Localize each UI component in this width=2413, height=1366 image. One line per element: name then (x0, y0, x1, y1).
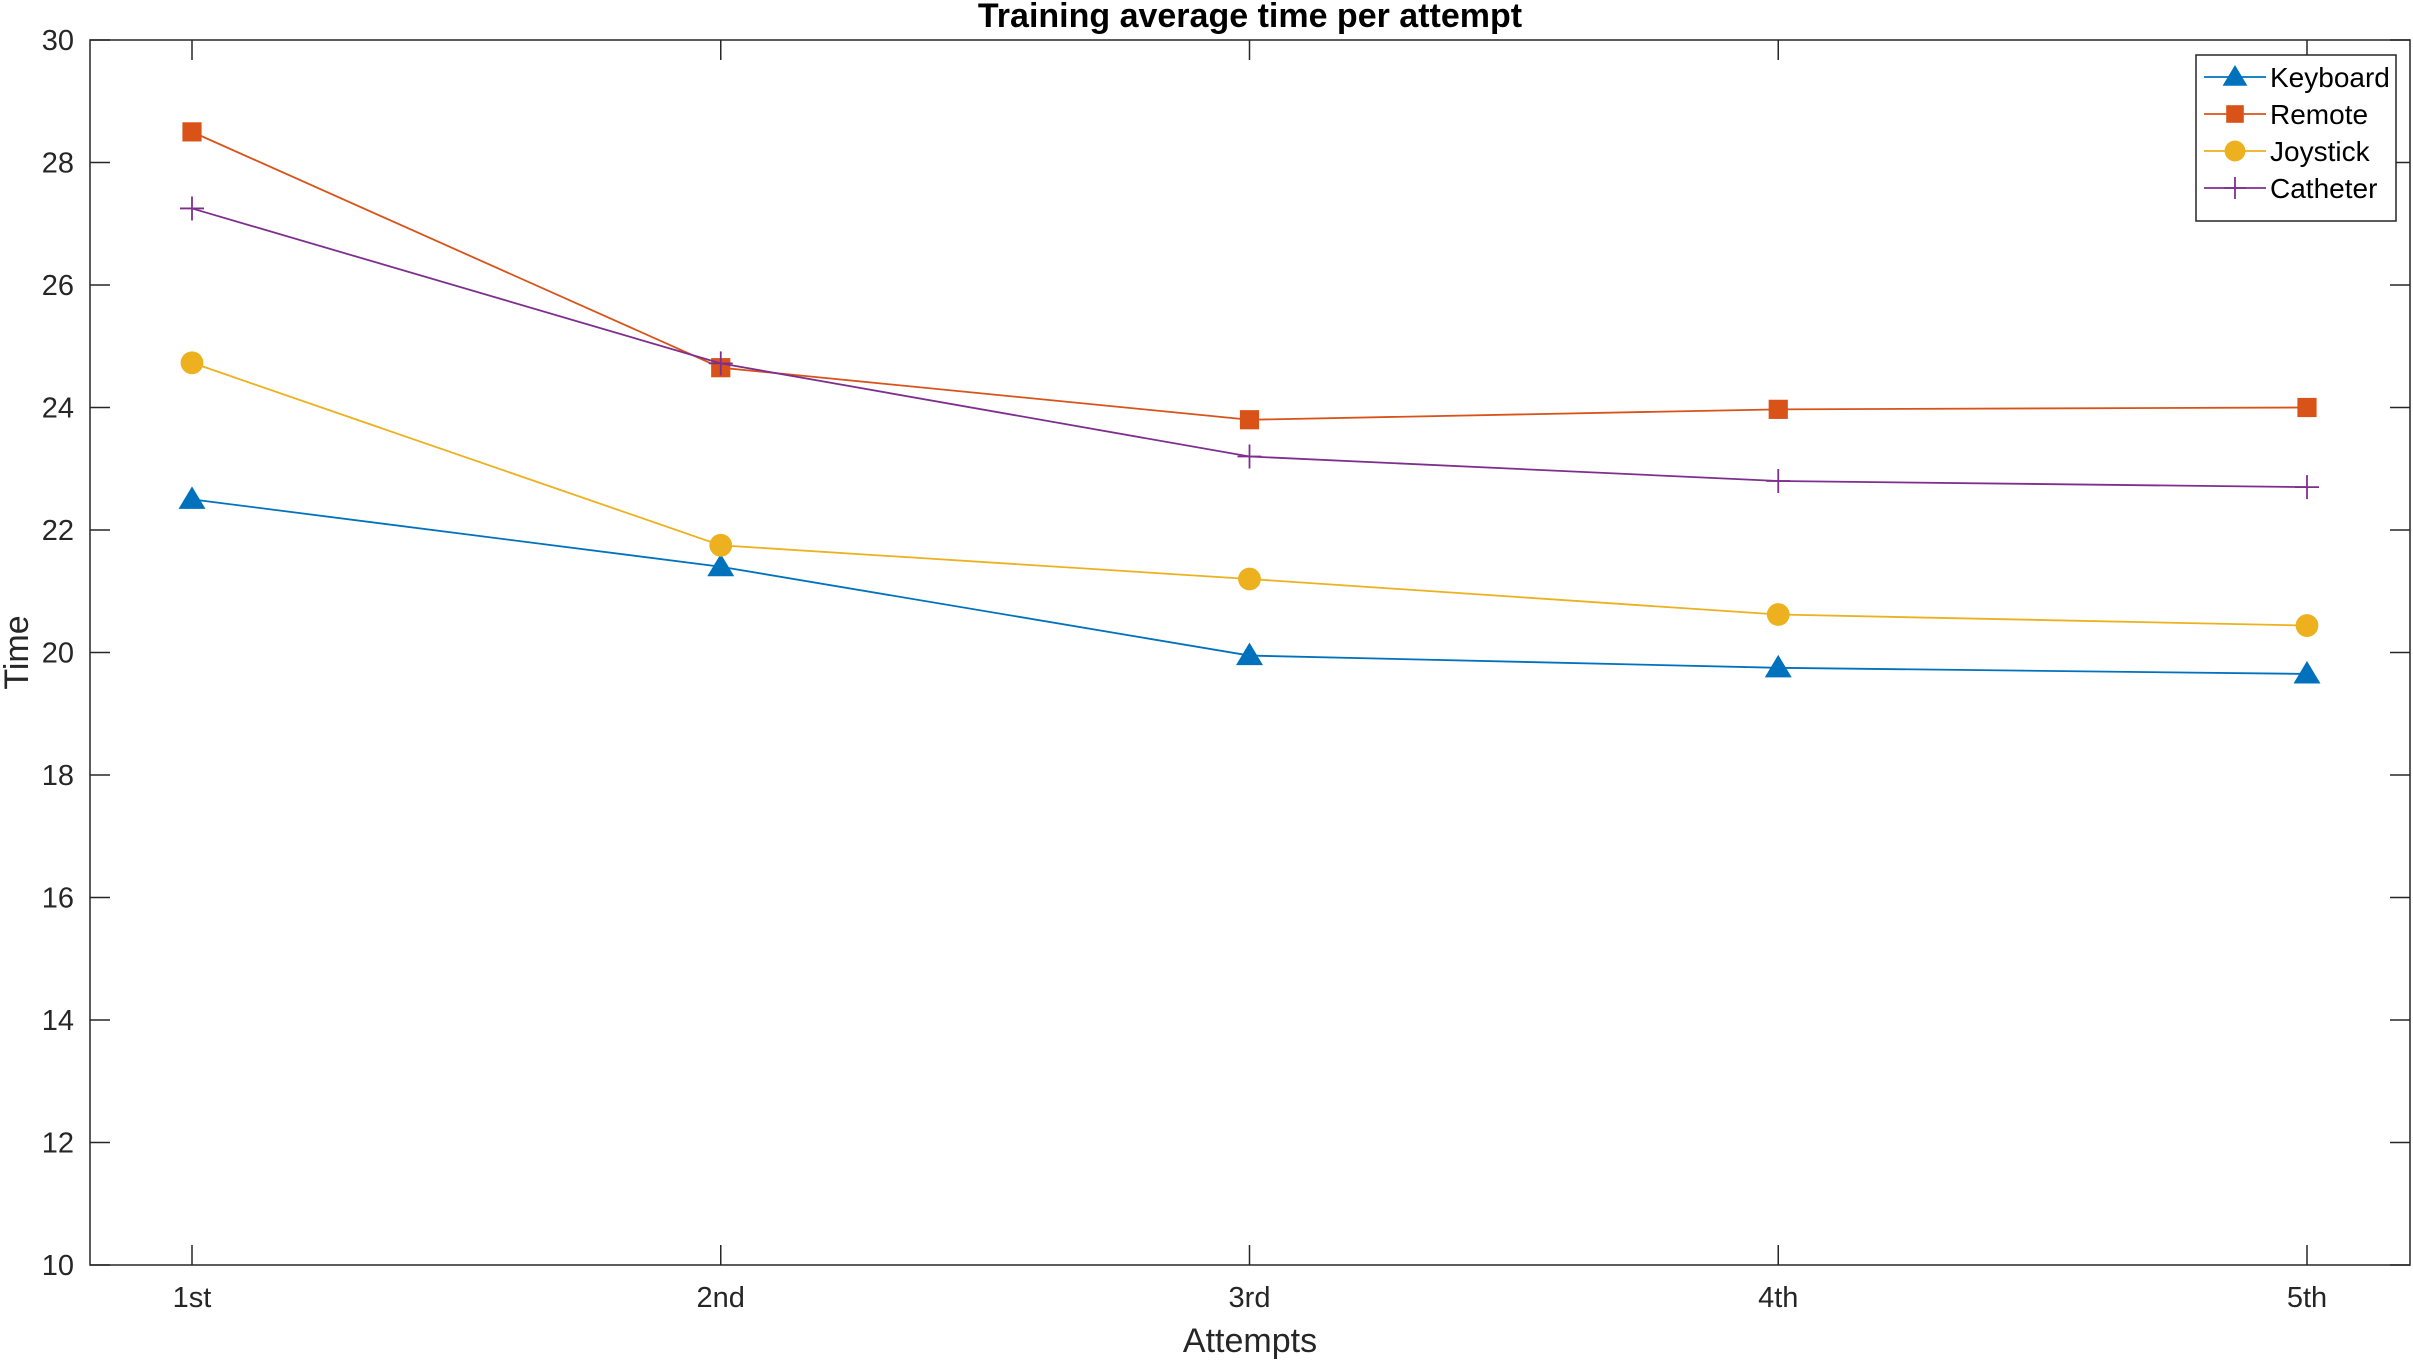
marker-circle (1766, 603, 1790, 626)
legend-item-joystick: Joystick (2204, 136, 2371, 167)
legend-item-remote: Remote (2204, 99, 2368, 130)
y-tick-label: 20 (42, 638, 74, 670)
y-tick-label: 16 (42, 883, 74, 915)
x-tick-label: 5th (2287, 1282, 2327, 1314)
data-point-keyboard (707, 553, 735, 577)
marker-circle (2295, 614, 2319, 637)
data-point-keyboard (2293, 660, 2321, 684)
marker-square (1768, 399, 1788, 419)
y-tick-label: 24 (42, 393, 74, 425)
marker-square (2297, 397, 2317, 418)
data-point-catheter (1766, 469, 1791, 493)
marker-circle (2224, 140, 2246, 162)
data-point-remote (1768, 399, 1788, 419)
x-tick-label: 3rd (1229, 1282, 1271, 1314)
x-axis-title: Attempts (1183, 1322, 1317, 1360)
axes: 10 12 14 16 18 20 22 24 26 28 30 1st 2nd 3rd 4th 5th (42, 25, 2411, 1314)
data-point-catheter (1237, 444, 1262, 469)
marker-square (182, 122, 202, 142)
y-tick-label: 10 (42, 1250, 74, 1282)
chart-title: Training average time per attempt (978, 0, 1522, 35)
data-point-joystick (1766, 603, 1790, 626)
x-tick-label: 2nd (697, 1282, 745, 1314)
marker-circle (1238, 567, 1261, 591)
x-tick-label: 1st (173, 1282, 212, 1314)
y-tick-label: 22 (42, 515, 74, 547)
legend-label: Keyboard (2270, 62, 2390, 93)
legend-item-catheter: Catheter (2204, 173, 2377, 204)
data-point-remote (2297, 397, 2317, 418)
data-point-joystick (709, 533, 733, 557)
legend-label: Remote (2270, 99, 2368, 130)
marker-circle (180, 351, 204, 375)
data-point-joystick (2295, 614, 2319, 637)
marker-triangle (2293, 660, 2321, 684)
data-point-catheter (708, 351, 733, 376)
marker-triangle (1764, 654, 1792, 678)
marker-square (2226, 105, 2244, 123)
series-joystick (180, 351, 2319, 637)
data-point-joystick (180, 351, 204, 375)
legend: Keyboard Remote Joystick Catheter (2195, 54, 2397, 222)
marker-circle (709, 533, 733, 557)
x-tick-label: 4th (1758, 1282, 1798, 1314)
data-point-joystick (1238, 567, 1261, 591)
data-point-catheter (2295, 475, 2319, 500)
data-point-keyboard (1236, 642, 1263, 666)
data-point-keyboard (178, 486, 206, 509)
series-catheter (180, 196, 2319, 500)
legend-item-keyboard: Keyboard (2204, 62, 2390, 93)
legend-label: Joystick (2270, 136, 2371, 167)
data-point-keyboard (1764, 654, 1792, 678)
marker-triangle (707, 553, 735, 577)
y-axis-title: Time (0, 615, 36, 689)
y-tick-label: 26 (42, 270, 74, 302)
series-keyboard (178, 486, 2321, 684)
marker-triangle (2222, 65, 2248, 86)
y-tick-label: 18 (42, 760, 74, 792)
y-tick-label: 30 (42, 25, 74, 57)
data-point-remote (1239, 410, 1260, 430)
y-tick-label: 12 (42, 1128, 74, 1160)
y-tick-label: 14 (42, 1005, 74, 1037)
data-point-catheter (180, 196, 204, 221)
legend-label: Catheter (2270, 173, 2377, 204)
marker-triangle (1236, 642, 1263, 666)
data-point-remote (182, 122, 202, 142)
marker-square (1239, 410, 1260, 430)
series-group (178, 122, 2321, 684)
y-tick-label: 28 (42, 148, 74, 180)
marker-triangle (178, 486, 206, 509)
